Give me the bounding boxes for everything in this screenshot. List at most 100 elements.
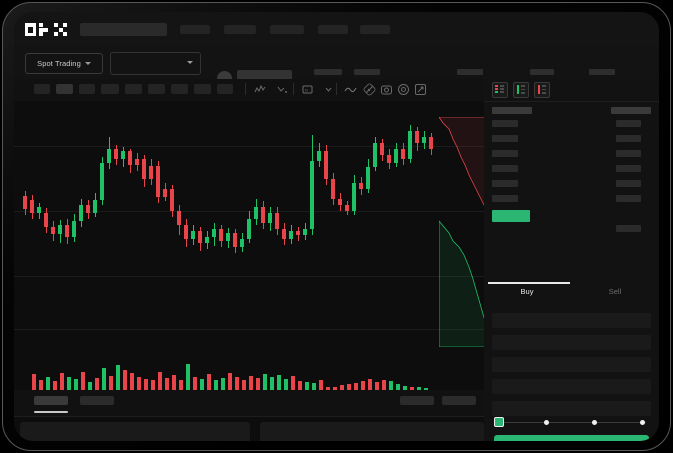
toolbar-divider: [293, 83, 294, 95]
volume-bar-27: [221, 378, 225, 390]
volume-bar-22: [186, 364, 190, 390]
volume-bar-19: [165, 378, 169, 390]
volume-bar-17: [151, 380, 155, 390]
tab-buy[interactable]: Buy: [520, 287, 534, 296]
indicator-icon[interactable]: [254, 83, 267, 96]
global-search-input[interactable]: [80, 23, 167, 36]
volume-bar-48: [368, 379, 372, 390]
bottom-panel-1[interactable]: [260, 422, 484, 441]
volume-bar-12: [116, 365, 120, 390]
orderbook-col-header-price: [492, 107, 532, 114]
volume-bar-21: [179, 380, 183, 390]
depth-chart-svg: [439, 117, 492, 347]
volume-bar-34: [270, 377, 274, 390]
volume-bar-28: [228, 373, 232, 390]
toolbar-divider: [336, 83, 337, 95]
order-form-field-3[interactable]: [492, 379, 651, 394]
market-type-selector[interactable]: Spot Trading: [25, 53, 103, 74]
stat-label: [314, 69, 342, 75]
timeframe-2[interactable]: [79, 84, 95, 94]
nav-item-2[interactable]: [270, 25, 304, 34]
volume-bar-5: [67, 377, 71, 390]
order-form-field-1[interactable]: [492, 335, 651, 350]
volume-bar-41: [319, 380, 323, 390]
order-form-field-4[interactable]: [492, 401, 651, 416]
order-form-tabs: Buy Sell: [484, 282, 659, 306]
orderbook-ask-amount-3[interactable]: [616, 165, 641, 172]
timeframe-6[interactable]: [171, 84, 188, 94]
orderbook-ask-amount-4[interactable]: [616, 180, 641, 187]
slider-handle[interactable]: [494, 417, 504, 427]
ruler-icon[interactable]: [363, 83, 376, 96]
line-chart-icon[interactable]: [344, 83, 357, 96]
timeframe-4[interactable]: [125, 84, 142, 94]
compare-icon[interactable]: [276, 83, 289, 96]
orders-action-1[interactable]: [442, 396, 476, 405]
slider-step-75[interactable]: [640, 419, 645, 425]
volume-bar-6: [74, 379, 78, 390]
tab-sell[interactable]: Sell: [608, 287, 622, 296]
volume-bar-44: [340, 385, 344, 390]
volume-bar-51: [389, 381, 393, 390]
orders-tab-0[interactable]: [34, 396, 68, 405]
template-icon[interactable]: fx: [301, 83, 314, 96]
nav-item-3[interactable]: [318, 25, 348, 34]
volume-bar-24: [200, 379, 204, 390]
volume-bar-11: [109, 376, 113, 390]
nav-item-4[interactable]: [360, 25, 390, 34]
orderbook-bid-amount-0[interactable]: [616, 225, 641, 232]
timeframe-3[interactable]: [101, 84, 119, 94]
volume-bar-30: [242, 380, 246, 390]
volume-bar-53: [403, 386, 407, 390]
depth-bids-icon[interactable]: [513, 82, 529, 98]
chevron-down-icon: [187, 61, 193, 64]
orderbook-ask-amount-0[interactable]: [616, 120, 641, 127]
slider-step-25[interactable]: [544, 419, 549, 425]
volume-bar-47: [361, 381, 365, 390]
timeframe-5[interactable]: [148, 84, 165, 94]
timeframe-7[interactable]: [194, 84, 211, 94]
active-tab-underline: [34, 411, 68, 413]
orderbook-ask-amount-2[interactable]: [616, 150, 641, 157]
fullscreen-icon[interactable]: [414, 83, 427, 96]
orderbook-ask-price-5[interactable]: [492, 195, 518, 202]
depth-both-icon[interactable]: [492, 82, 508, 98]
orderbook-view-toggles: [492, 82, 550, 98]
orders-tab-1[interactable]: [80, 396, 114, 405]
orders-panel-tabs: [14, 390, 484, 416]
orderbook-ask-price-2[interactable]: [492, 150, 518, 157]
trading-pair-selector[interactable]: [110, 52, 201, 75]
timeframe-8[interactable]: [217, 84, 233, 94]
volume-bar-13: [123, 370, 127, 390]
bottom-panel-0[interactable]: [20, 422, 250, 441]
camera-icon[interactable]: [380, 83, 393, 96]
volume-bar-0: [32, 374, 36, 390]
candlestick-chart[interactable]: [14, 101, 484, 351]
volume-bar-38: [298, 381, 302, 390]
chevron-down-icon[interactable]: [322, 83, 335, 96]
top-navigation-bar: [14, 12, 659, 46]
slider-step-50[interactable]: [592, 419, 597, 425]
nav-item-1[interactable]: [224, 25, 256, 34]
panel-divider: [14, 416, 484, 417]
order-form-field-2[interactable]: [492, 357, 651, 372]
volume-bar-43: [333, 387, 337, 390]
stat-label: [530, 69, 554, 75]
orders-action-0[interactable]: [400, 396, 434, 405]
submit-order-button[interactable]: [494, 435, 649, 441]
timeframe-0[interactable]: [34, 84, 50, 94]
order-form-field-0[interactable]: [492, 313, 651, 328]
timeframe-1[interactable]: [56, 84, 73, 94]
depth-asks-icon[interactable]: [534, 82, 550, 98]
orderbook-ask-amount-5[interactable]: [616, 195, 641, 202]
orderbook-ask-price-1[interactable]: [492, 135, 518, 142]
okx-logo[interactable]: [25, 23, 67, 36]
orderbook-ask-price-4[interactable]: [492, 180, 518, 187]
orderbook-ask-price-3[interactable]: [492, 165, 518, 172]
orderbook-ask-amount-1[interactable]: [616, 135, 641, 142]
nav-item-0[interactable]: [180, 25, 210, 34]
orderbook-ask-price-0[interactable]: [492, 120, 518, 127]
volume-bar-16: [144, 379, 148, 390]
amount-slider[interactable]: [494, 417, 649, 427]
settings-icon[interactable]: [397, 83, 410, 96]
